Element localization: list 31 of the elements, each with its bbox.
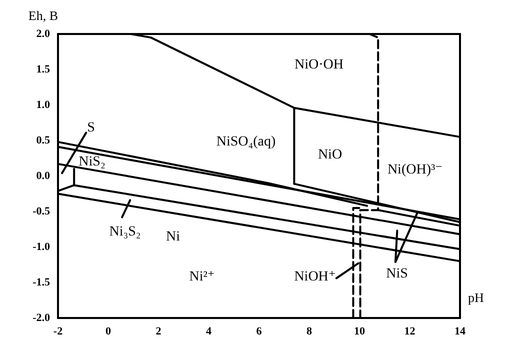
y-tick-label: -0.5 bbox=[32, 206, 50, 218]
y-tick-label: -1.5 bbox=[32, 276, 50, 288]
annotation: Ni bbox=[166, 230, 180, 244]
y-tick-label: -1.0 bbox=[32, 241, 50, 253]
y-tick-label: 0.5 bbox=[36, 134, 50, 146]
x-axis-title: pH bbox=[468, 290, 484, 305]
x-tick-label: 0 bbox=[106, 326, 112, 338]
x-tick-label: 4 bbox=[206, 326, 212, 338]
annotation: NiS bbox=[386, 266, 408, 282]
y-tick-label: -2.0 bbox=[32, 312, 50, 324]
y-tick-label: 1.5 bbox=[36, 64, 50, 76]
annotation: NiS₂ bbox=[78, 154, 106, 170]
annotation: NiSO₄(aq) bbox=[216, 134, 276, 150]
annotation: Ni²⁺ bbox=[189, 270, 215, 284]
x-tick-label: 6 bbox=[256, 326, 262, 338]
y-tick-label: 2.0 bbox=[36, 28, 50, 40]
annotation: NiO bbox=[318, 148, 342, 162]
x-tick-label: 10 bbox=[354, 326, 366, 338]
y-tick-label: 1.0 bbox=[36, 99, 50, 111]
x-tick-label: 2 bbox=[156, 326, 162, 338]
x-tick-label: 14 bbox=[454, 326, 466, 338]
x-tick-label: -2 bbox=[53, 326, 64, 338]
y-tick-label: 0.0 bbox=[36, 170, 50, 182]
annotation: S bbox=[87, 120, 95, 136]
y-axis-title: Eh, B bbox=[28, 8, 58, 23]
annotation: NiO·OH bbox=[294, 58, 344, 72]
annotation: Ni₃S₂ bbox=[109, 224, 141, 240]
annotation: Ni(OH)³⁻ bbox=[387, 162, 443, 178]
x-tick-label: 12 bbox=[404, 326, 416, 338]
x-tick-label: 8 bbox=[306, 326, 312, 338]
annotation: NiOH⁺ bbox=[294, 270, 336, 284]
